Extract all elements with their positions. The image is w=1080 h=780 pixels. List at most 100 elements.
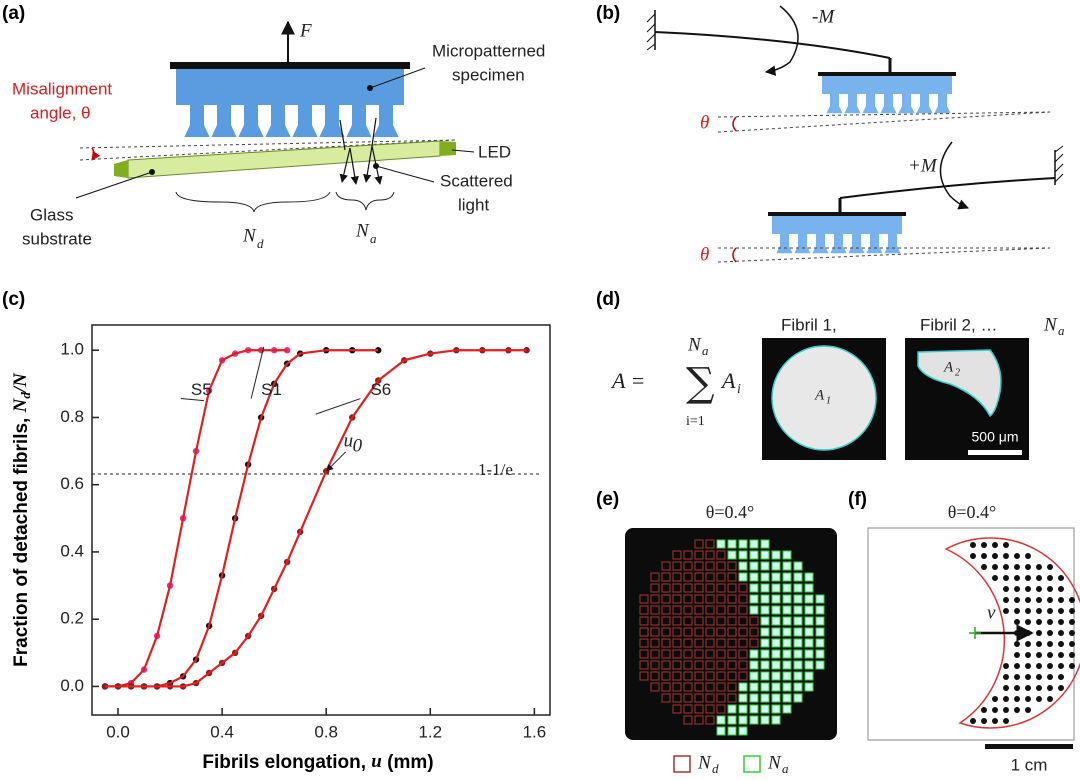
area-label: A <box>814 387 825 403</box>
y-axis-title-tail: /N <box>10 372 31 394</box>
detached-fibril <box>694 682 704 692</box>
panel-c: Fraction of detached fibrils, Nd/N Fibri… <box>10 324 551 773</box>
fibril-dot <box>992 707 998 713</box>
detached-fibril <box>683 605 693 615</box>
point-label-sub: 0 <box>353 435 363 456</box>
leader <box>75 171 153 199</box>
fibril-dot <box>1047 663 1053 669</box>
detached-fibril <box>650 671 660 681</box>
fibril-dot <box>1025 608 1031 614</box>
series-label: S6 <box>370 380 391 399</box>
scattered-rays <box>339 117 383 185</box>
scale-label: 500 μm <box>972 429 1019 445</box>
detached-fibril <box>727 682 737 692</box>
fibril-dot <box>1003 564 1009 570</box>
detached-fibril <box>716 660 726 670</box>
na-sub: a <box>370 231 377 246</box>
detached-fibril <box>639 638 649 648</box>
detached-fibril <box>716 671 726 681</box>
detached-fibril <box>672 594 682 604</box>
detached-fibril <box>661 682 671 692</box>
attached-fibril <box>760 638 770 648</box>
plot-frame <box>91 324 551 716</box>
detached-fibril <box>738 649 748 659</box>
fibril-dot <box>1058 586 1064 592</box>
fibril-dot <box>1036 608 1042 614</box>
fibril-dot <box>1003 685 1009 691</box>
leader-dot <box>149 169 155 175</box>
attached-fibril <box>738 704 748 714</box>
attached-fibril <box>793 605 803 615</box>
fibril-dot <box>1047 685 1053 691</box>
point-leader <box>326 451 346 472</box>
attached-fibril <box>793 572 803 582</box>
fibril-dot <box>1069 652 1075 658</box>
sum-top: N <box>687 334 702 355</box>
fibril-dot <box>970 542 976 548</box>
detached-fibril <box>694 671 704 681</box>
detached-fibril <box>738 638 748 648</box>
detached-fibril <box>683 550 693 560</box>
attached-fibril <box>782 605 792 615</box>
detached-fibril <box>727 572 737 582</box>
x-tick-label: 0.4 <box>210 722 234 741</box>
attached-fibril <box>716 539 726 549</box>
fibril-dot <box>1025 575 1031 581</box>
pillar <box>934 94 951 114</box>
fibril-dot <box>1058 630 1064 636</box>
fibril-dot <box>1014 608 1020 614</box>
attached-fibril <box>760 660 770 670</box>
attached-fibril <box>771 649 781 659</box>
panel-f: θ=0.4° v⃗ 1 cm <box>867 502 1080 774</box>
detached-fibril <box>661 583 671 593</box>
detached-fibril <box>639 605 649 615</box>
fibril-dot <box>1003 696 1009 702</box>
detached-fibril <box>716 704 726 714</box>
detached-fibril <box>694 715 704 725</box>
attached-fibril <box>749 561 759 571</box>
detached-fibril <box>738 671 748 681</box>
attached-fibril <box>749 671 759 681</box>
x-tick-label: 1.6 <box>523 722 547 741</box>
attached-fibril <box>771 693 781 703</box>
pillars <box>776 234 901 254</box>
fibril-dot <box>1036 597 1042 603</box>
detached-fibril <box>650 682 660 692</box>
pillar <box>346 105 372 137</box>
attached-fibril <box>760 561 770 571</box>
detached-fibril <box>672 671 682 681</box>
na-label: N <box>355 220 370 241</box>
fibril-dot <box>1003 718 1009 724</box>
detached-fibril <box>650 638 660 648</box>
detached-fibril <box>727 561 737 571</box>
detached-fibril <box>661 572 671 582</box>
attached-fibril <box>749 649 759 659</box>
term: A <box>720 368 736 393</box>
attached-fibril <box>804 660 814 670</box>
pillar <box>830 234 847 254</box>
detached-fibril <box>661 638 671 648</box>
y-axis-title-text: Fraction of detached fibrils, <box>11 412 32 666</box>
label-leader <box>250 346 265 399</box>
specimen-label: Micropatterned <box>432 41 545 60</box>
y-tick-label: 0.4 <box>60 541 84 560</box>
detached-fibril <box>639 660 649 670</box>
fibril-dot <box>1025 652 1031 658</box>
attached-fibril <box>771 660 781 670</box>
fibril-dot <box>992 553 998 559</box>
attached-fibril <box>738 715 748 725</box>
attached-fibril <box>771 550 781 560</box>
attached-fibril <box>760 704 770 714</box>
attached-fibril <box>760 605 770 615</box>
attached-fibril <box>793 638 803 648</box>
attached-fibril <box>749 605 759 615</box>
fibril-dot <box>1025 619 1031 625</box>
backing <box>170 62 410 69</box>
detached-fibril <box>749 627 759 637</box>
detached-fibril <box>694 627 704 637</box>
fibril-dot <box>1036 674 1042 680</box>
fibril-dot <box>1058 652 1064 658</box>
attached-fibril <box>782 627 792 637</box>
detached-fibril <box>661 693 671 703</box>
beam <box>654 31 891 59</box>
